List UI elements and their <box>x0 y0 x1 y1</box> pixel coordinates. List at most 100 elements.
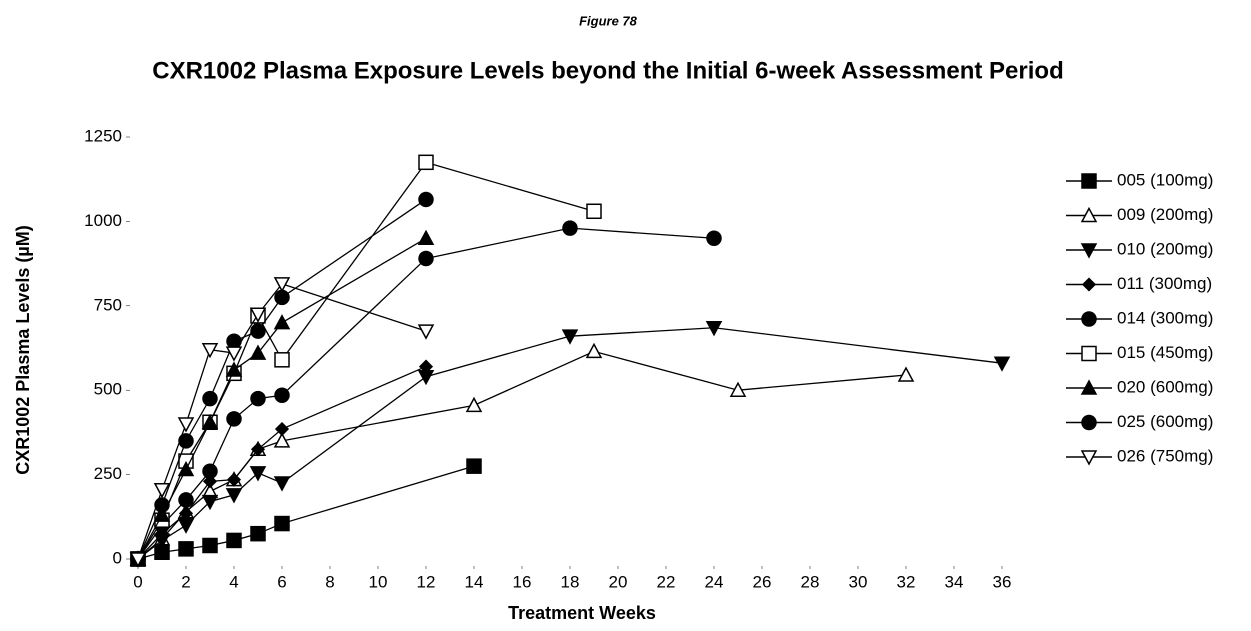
legend-marker <box>1081 311 1097 327</box>
data-point <box>418 359 434 374</box>
legend-marker <box>1080 243 1098 259</box>
x-tick-label: 32 <box>897 572 916 591</box>
data-point <box>418 191 434 208</box>
x-tick-label: 6 <box>277 572 286 591</box>
legend-marker <box>1080 206 1098 223</box>
data-point <box>249 466 267 482</box>
legend-marker <box>1080 379 1098 395</box>
legend-label: 009 (200mg) <box>1117 205 1213 224</box>
y-tick-label: 750 <box>94 295 122 314</box>
x-tick-label: 34 <box>945 572 964 591</box>
x-tick-label: 8 <box>325 572 334 591</box>
x-tick-label: 0 <box>133 572 142 591</box>
data-point <box>417 229 435 246</box>
y-tick-label: 500 <box>94 380 122 399</box>
data-point <box>201 413 219 430</box>
legend-marker <box>1080 450 1098 466</box>
data-point <box>250 323 266 339</box>
data-point <box>226 532 242 549</box>
x-tick-label: 30 <box>849 572 868 591</box>
x-axis-label: Treatment Weeks <box>508 603 656 623</box>
x-tick-label: 16 <box>513 572 532 591</box>
x-tick-label: 2 <box>181 572 190 591</box>
data-point <box>466 458 482 474</box>
chart-title: CXR1002 Plasma Exposure Levels beyond th… <box>152 57 1063 84</box>
x-tick-label: 12 <box>417 572 436 591</box>
data-point <box>178 541 194 557</box>
data-point <box>274 387 290 404</box>
series-line <box>137 283 427 560</box>
data-point <box>177 417 195 433</box>
x-tick-label: 20 <box>609 572 628 591</box>
legend-label: 020 (600mg) <box>1117 377 1213 396</box>
data-point <box>249 307 267 323</box>
x-tick-label: 28 <box>801 572 820 591</box>
legend-marker <box>1081 277 1097 292</box>
data-point <box>993 356 1011 372</box>
data-point <box>177 460 195 477</box>
data-point <box>202 463 218 479</box>
x-tick-label: 18 <box>561 572 580 591</box>
y-tick-label: 250 <box>94 464 122 483</box>
legend-marker <box>1081 345 1097 362</box>
data-point <box>417 324 435 340</box>
data-point <box>153 483 171 499</box>
y-tick-label: 1250 <box>84 126 122 145</box>
data-point <box>250 390 266 407</box>
x-tick-label: 24 <box>705 572 724 591</box>
data-point <box>177 518 195 534</box>
figure-label: Figure 78 <box>579 13 638 28</box>
data-point <box>153 506 171 522</box>
legend-label: 005 (100mg) <box>1117 170 1213 189</box>
data-point <box>226 411 242 427</box>
x-tick-label: 22 <box>657 572 676 591</box>
series-line <box>137 227 715 560</box>
data-point <box>418 250 434 267</box>
data-point <box>225 488 243 504</box>
data-point <box>586 203 602 220</box>
data-point <box>178 433 194 449</box>
data-point <box>202 390 218 407</box>
data-point <box>585 342 603 359</box>
data-point <box>178 492 194 508</box>
y-tick-label: 1000 <box>84 211 122 230</box>
legend-label: 010 (200mg) <box>1117 239 1213 258</box>
data-point <box>418 154 434 171</box>
data-point <box>897 366 915 382</box>
data-point <box>129 552 147 568</box>
y-axis-label: CXR1002 Plasma Levels (µM) <box>13 225 33 475</box>
data-point <box>273 277 291 293</box>
data-point <box>705 320 723 337</box>
legend-label: 014 (300mg) <box>1117 308 1213 327</box>
data-point <box>706 230 722 247</box>
data-point <box>225 346 243 362</box>
data-point <box>201 494 219 511</box>
y-tick-label: 0 <box>113 548 122 567</box>
x-tick-label: 36 <box>993 572 1012 591</box>
legend-label: 015 (450mg) <box>1117 343 1213 362</box>
x-tick-label: 14 <box>465 572 484 591</box>
data-point <box>249 344 267 360</box>
data-point <box>273 432 291 448</box>
data-point <box>178 506 194 521</box>
legend-marker <box>1081 414 1097 431</box>
x-tick-label: 26 <box>753 572 772 591</box>
data-point <box>274 515 290 532</box>
data-point <box>562 220 578 236</box>
x-tick-label: 10 <box>369 572 388 591</box>
data-point <box>202 537 218 554</box>
data-point <box>250 525 266 542</box>
legend-label: 026 (750mg) <box>1117 446 1213 465</box>
legend-label: 011 (300mg) <box>1117 274 1212 293</box>
data-point <box>561 329 579 345</box>
data-point <box>273 314 291 330</box>
data-point <box>273 476 291 492</box>
data-point <box>274 289 290 306</box>
data-point <box>201 342 219 359</box>
data-point <box>274 421 290 437</box>
data-point <box>274 352 290 368</box>
data-point <box>226 472 242 487</box>
legend-marker <box>1081 173 1097 189</box>
